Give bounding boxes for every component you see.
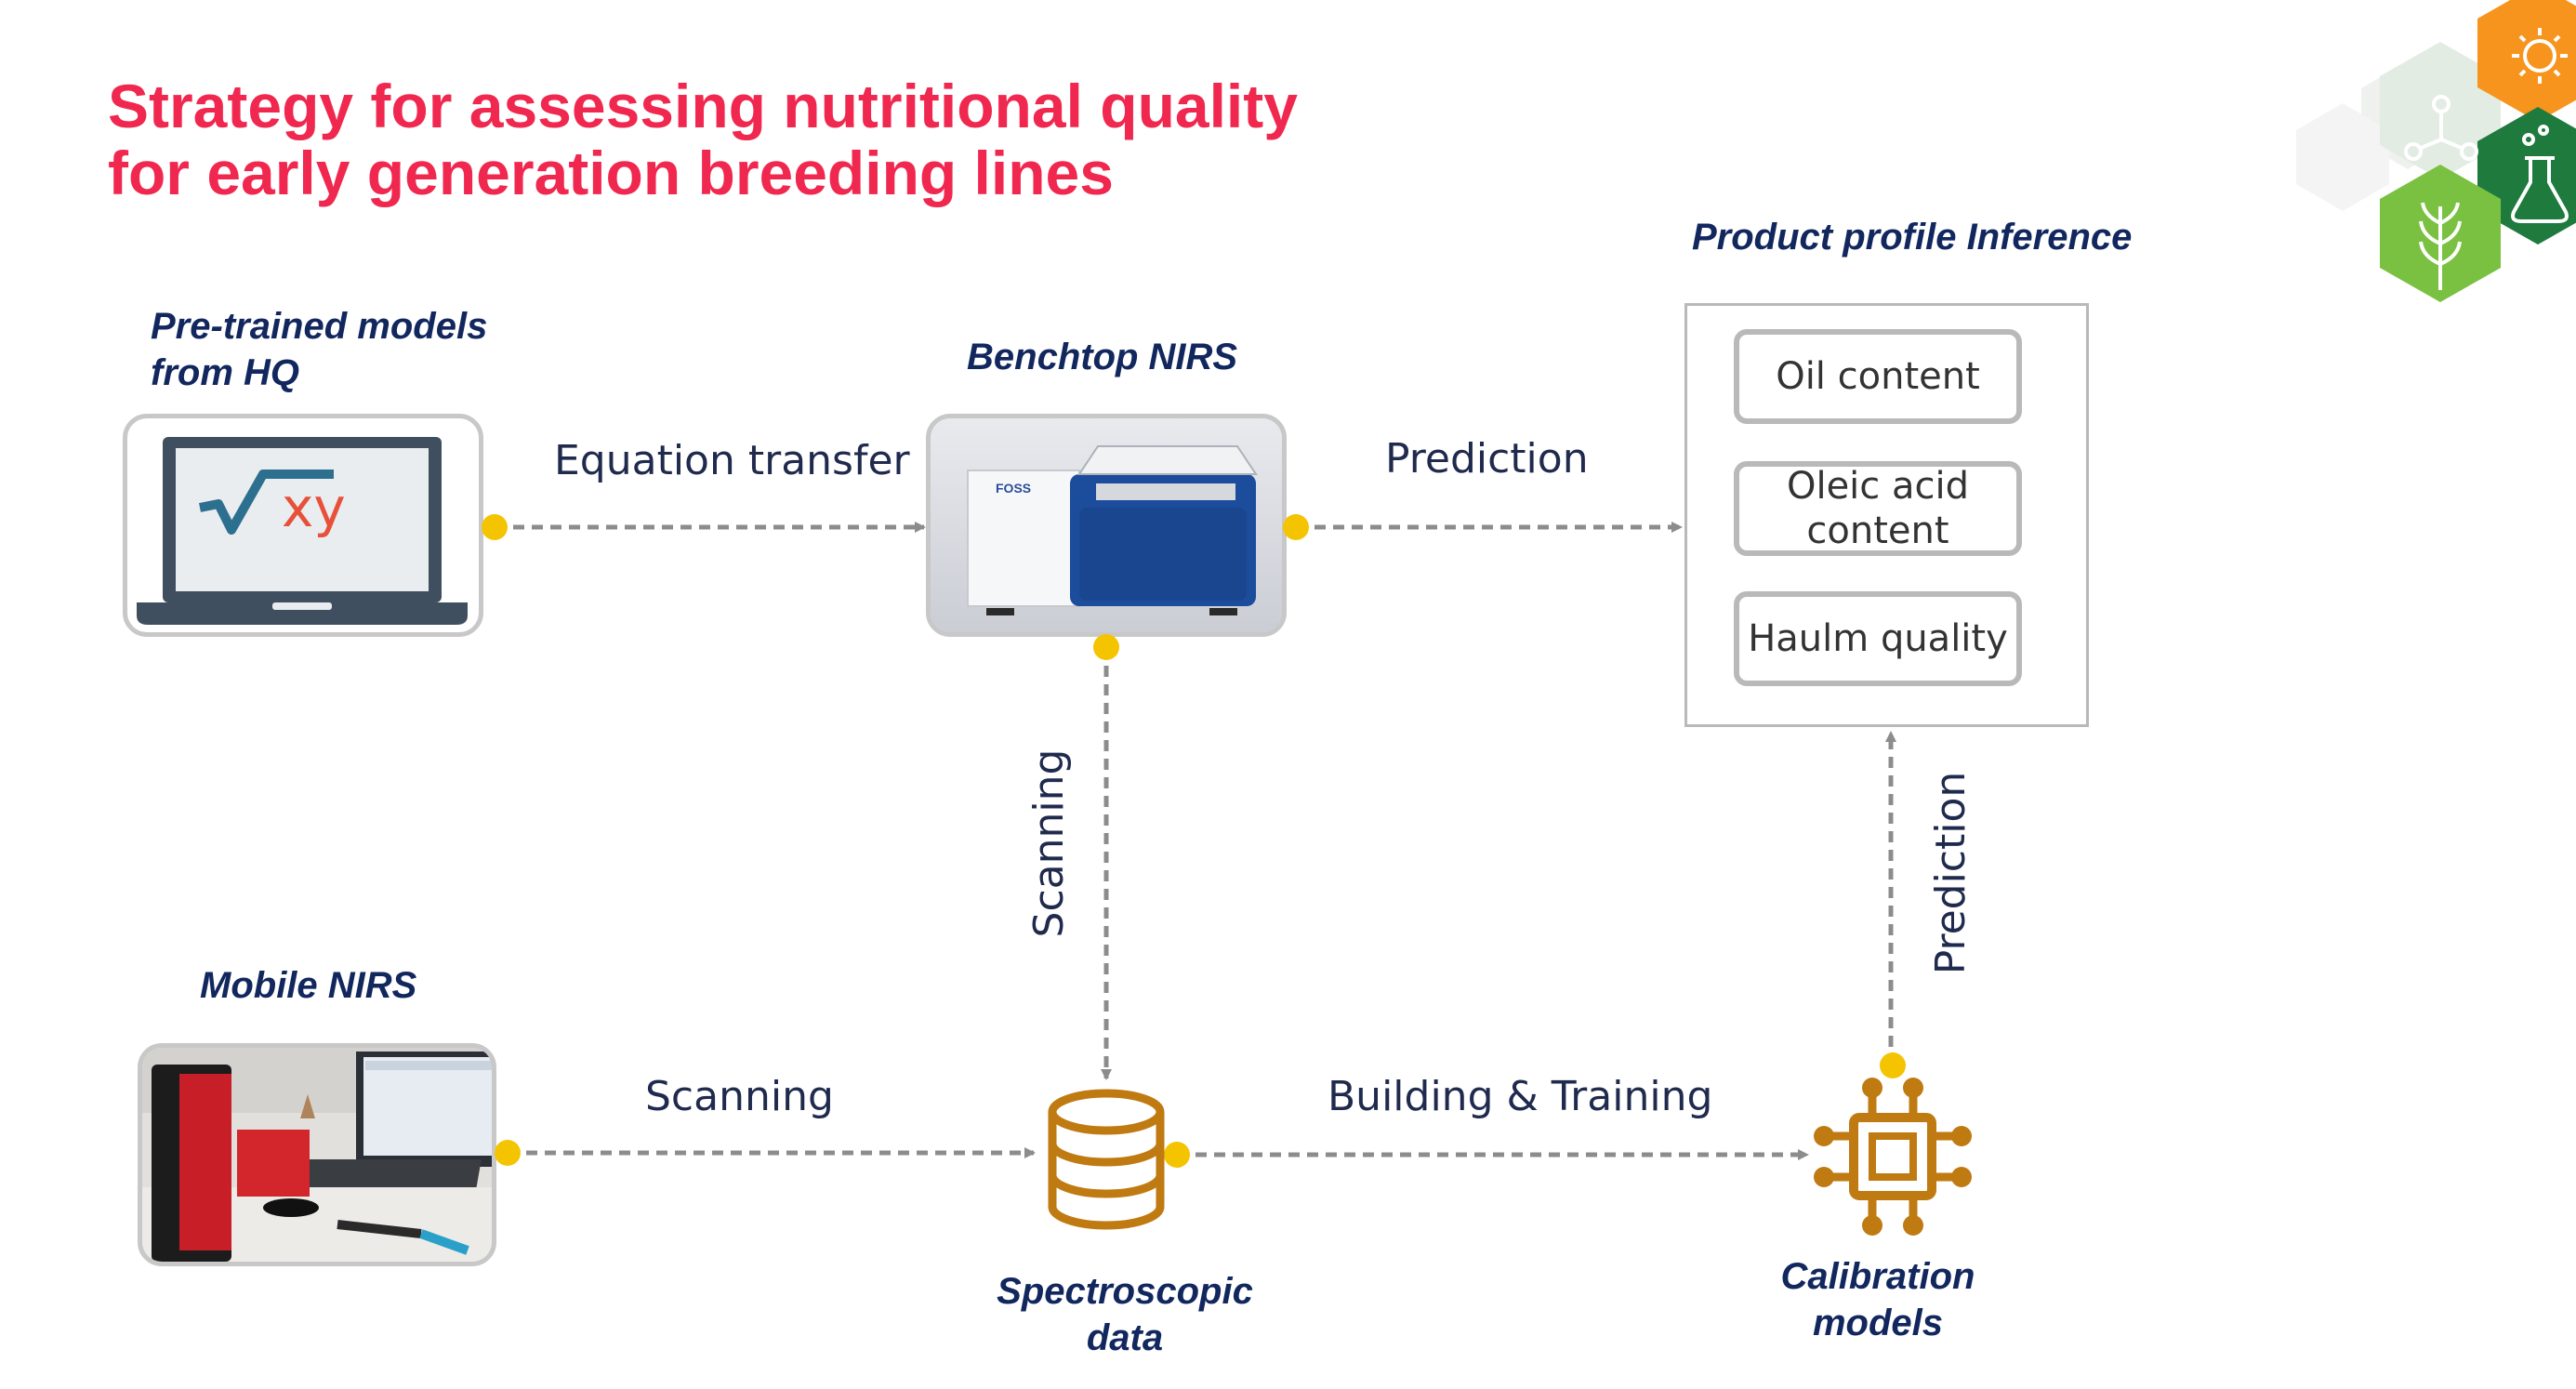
wheat-icon (2419, 202, 2462, 290)
edge-label-prediction-vertical: Prediction (1927, 771, 1975, 975)
calibration-label-line-2: models (1812, 1303, 1944, 1343)
mobile-nirs-image (138, 1043, 496, 1266)
formula-text: xy (282, 476, 346, 539)
edge-label-equation-transfer: Equation transfer (554, 437, 910, 484)
laptop-icon: xy (137, 437, 468, 625)
benchtop-nirs-image: FOSS (926, 414, 1287, 637)
connector-dot-pretrained (482, 514, 508, 540)
mobile-nirs-label: Mobile NIRS (200, 965, 417, 1006)
spectroscopic-label-line-1: Spectroscopic (997, 1271, 1253, 1312)
edge-label-scanning-mobile: Scanning (645, 1073, 834, 1120)
chip-icon (1814, 1078, 1972, 1236)
nirs-instrument-icon: FOSS (931, 418, 1282, 632)
connector-dot-spectroscopic (1164, 1142, 1190, 1168)
pretrained-models-image: xy (123, 414, 483, 637)
pretrained-models-label: Pre-trained models from HQ (151, 303, 487, 396)
edge-label-building-training: Building & Training (1328, 1073, 1713, 1120)
hex-faint-mid (2296, 103, 2389, 211)
hex-faint-left (2361, 61, 2454, 169)
mobile-nirs-photo (142, 1048, 492, 1262)
product-profile-label: Product profile Inference (1692, 217, 2133, 258)
flask-icon (2511, 125, 2569, 223)
oleic-acid-content-item: Oleic acid content (1734, 461, 2022, 556)
foss-brand-text: FOSS (996, 481, 1031, 496)
spectroscopic-data-label: Spectroscopic data (976, 1268, 1274, 1361)
benchtop-nirs-label: Benchtop NIRS (967, 337, 1238, 377)
page-title: Strategy for assessing nutritional quali… (108, 73, 1298, 206)
calibration-models-label: Calibration models (1748, 1253, 2008, 1346)
title-line-2: for early generation breeding lines (108, 139, 1114, 207)
connector-dot-calibration (1880, 1052, 1906, 1078)
haulm-quality-item: Haulm quality (1734, 591, 2022, 686)
connector-dot-mobile (495, 1140, 521, 1166)
spectroscopic-label-line-2: data (1086, 1317, 1164, 1358)
molecule-icon (2404, 95, 2478, 161)
connector-dot-benchtop-bottom (1093, 634, 1119, 660)
hex-green (2380, 165, 2501, 302)
edge-label-scanning-vertical: Scanning (1025, 748, 1073, 938)
hex-light-center (2380, 42, 2501, 179)
pretrained-label-line-1: Pre-trained models (151, 306, 488, 347)
hex-darkgreen (2477, 107, 2576, 245)
database-icon (1048, 1089, 1165, 1230)
pretrained-label-line-2: from HQ (151, 352, 299, 393)
title-line-1: Strategy for assessing nutritional quali… (108, 72, 1298, 140)
edge-label-prediction-top: Prediction (1385, 435, 1589, 483)
calibration-label-line-1: Calibration (1780, 1256, 1975, 1297)
connector-dot-benchtop-right (1283, 514, 1309, 540)
oil-content-item: Oil content (1734, 329, 2022, 424)
hex-orange (2477, 0, 2576, 122)
sun-icon (2512, 28, 2568, 84)
